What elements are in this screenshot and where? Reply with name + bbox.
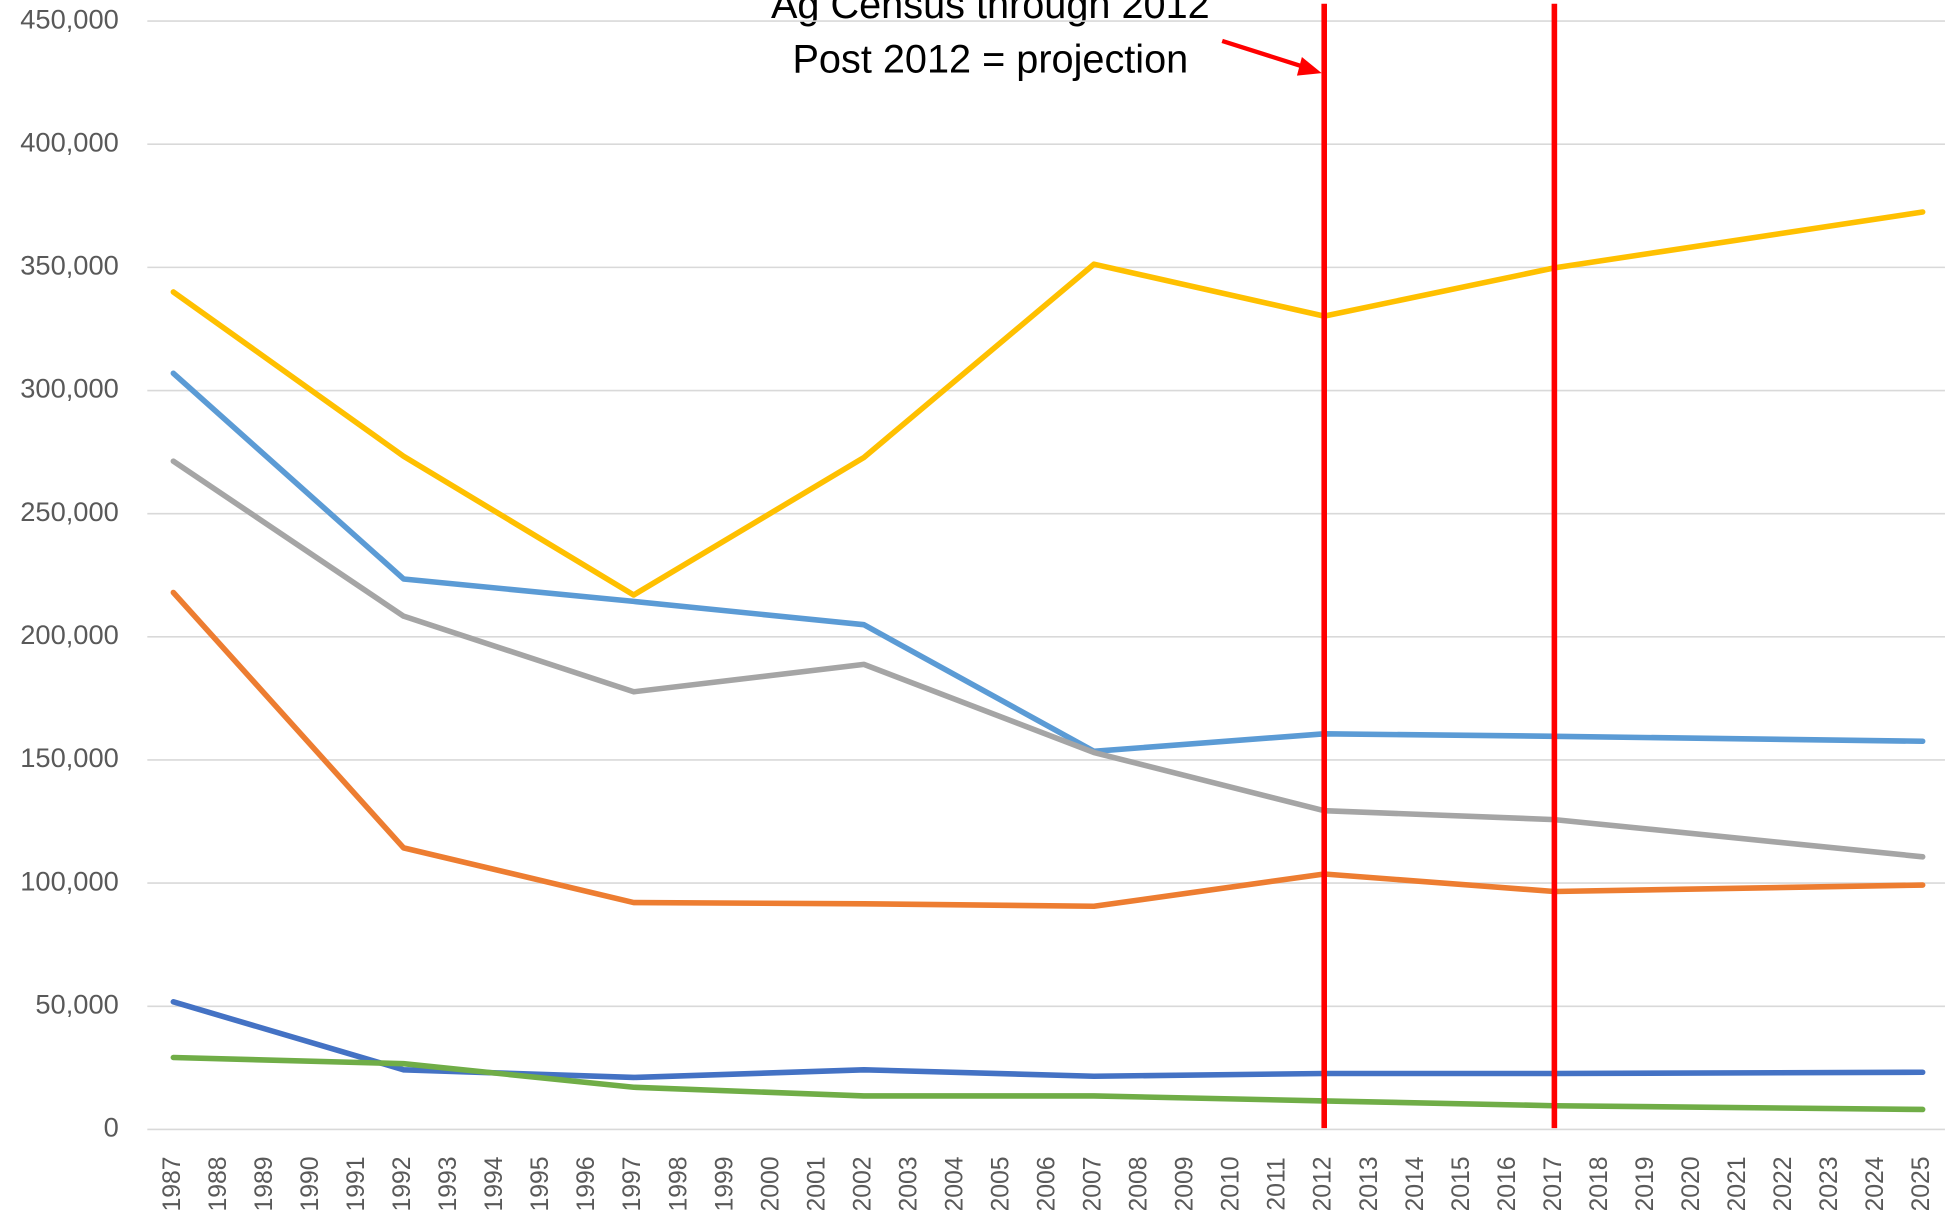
x-tick-label: 2022 — [1770, 1156, 1797, 1210]
x-tick-label: 2018 — [1586, 1156, 1613, 1210]
y-tick-label: 250,000 — [20, 496, 119, 527]
x-tick-label: 1989 — [251, 1156, 278, 1210]
x-tick-label: 2002 — [849, 1156, 876, 1210]
x-tick-label: 2001 — [803, 1156, 830, 1210]
x-tick-label: 1990 — [297, 1156, 324, 1210]
x-tick-label: 2005 — [988, 1156, 1015, 1210]
annotation: Ag Census through 2012 — [771, 0, 1210, 27]
x-tick-label: 1992 — [389, 1156, 416, 1210]
series-line — [170, 999, 1926, 1081]
arrow-head — [1296, 57, 1322, 76]
x-tick-label: 2006 — [1034, 1156, 1061, 1210]
x-tick-label: 1999 — [711, 1156, 738, 1210]
x-tick-label: 2023 — [1816, 1156, 1843, 1210]
x-tick-label: 2000 — [757, 1156, 784, 1210]
y-tick-label: 150,000 — [20, 742, 119, 773]
y-tick-label: 300,000 — [20, 373, 119, 404]
x-tick-label: 1988 — [205, 1156, 232, 1210]
x-tick-label: 2017 — [1540, 1156, 1567, 1210]
y-tick-label: 400,000 — [20, 126, 119, 157]
y-tick-label: 0 — [104, 1112, 119, 1143]
x-tick-label: 2009 — [1172, 1156, 1199, 1210]
x-tick-label: 2014 — [1402, 1156, 1429, 1210]
series-line — [170, 1054, 1926, 1113]
x-tick-label: 2020 — [1678, 1156, 1705, 1210]
annotation: Post 2012 = projection — [792, 37, 1188, 81]
x-tick-label: 1987 — [159, 1156, 186, 1210]
series-line — [170, 458, 1926, 860]
x-tick-label: 2003 — [895, 1156, 922, 1210]
x-tick-label: 1995 — [527, 1156, 554, 1210]
x-tick-label: 2024 — [1862, 1156, 1889, 1210]
x-tick-label: 2010 — [1218, 1156, 1245, 1210]
x-tick-label: 1996 — [573, 1156, 600, 1210]
x-tick-label: 2008 — [1126, 1156, 1153, 1210]
x-tick-label: 1998 — [665, 1156, 692, 1210]
y-tick-label: 350,000 — [20, 250, 119, 281]
x-tick-label: 1997 — [619, 1156, 646, 1210]
x-tick-label: 2013 — [1356, 1156, 1383, 1210]
series-line — [170, 370, 1926, 755]
annotation-arrow — [1221, 38, 1313, 72]
x-tick-label: 2016 — [1494, 1156, 1521, 1210]
x-tick-label: 1994 — [481, 1156, 508, 1210]
x-tick-label: 2019 — [1632, 1156, 1659, 1210]
y-tick-label: 100,000 — [20, 865, 119, 896]
x-tick-label: 2025 — [1908, 1156, 1935, 1210]
x-tick-label: 2021 — [1724, 1156, 1751, 1210]
x-tick-label: 2011 — [1264, 1157, 1291, 1210]
x-tick-label: 2007 — [1080, 1156, 1107, 1210]
x-tick-label: 1991 — [343, 1156, 370, 1210]
series-line — [170, 209, 1926, 598]
x-tick-label: 2015 — [1448, 1156, 1475, 1210]
y-tick-label: 200,000 — [20, 619, 119, 650]
x-tick-label: 2004 — [941, 1156, 968, 1210]
series-line — [170, 589, 1926, 910]
y-tick-label: 450,000 — [20, 3, 119, 34]
x-tick-label: 2012 — [1310, 1156, 1337, 1210]
y-tick-label: 50,000 — [35, 988, 118, 1019]
x-tick-label: 1993 — [435, 1156, 462, 1210]
